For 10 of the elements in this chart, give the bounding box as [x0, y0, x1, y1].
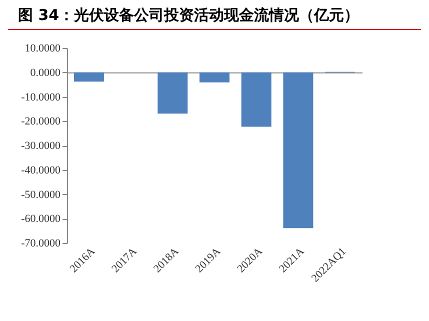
chart-title: 图 34：光伏设备公司投资活动现金流情况（亿元）	[8, 0, 421, 30]
y-tick-label: -50.0000	[21, 188, 61, 201]
y-tick-label: -60.0000	[21, 213, 61, 226]
y-tick-label: -20.0000	[21, 116, 61, 128]
y-tick-label: -40.0000	[21, 164, 61, 176]
y-tick-label: 0.0000	[30, 66, 61, 79]
y-tick-label: -10.0000	[21, 91, 61, 104]
y-tick-label: 10.0000	[24, 42, 61, 54]
y-tick-label: -30.0000	[21, 140, 61, 152]
y-tick-label: -70.0000	[21, 238, 61, 250]
